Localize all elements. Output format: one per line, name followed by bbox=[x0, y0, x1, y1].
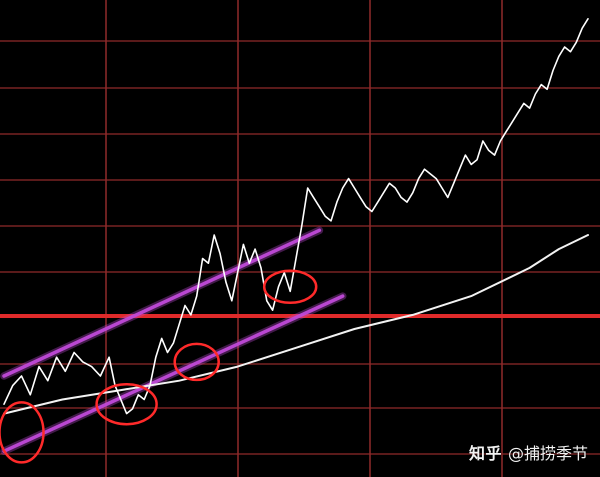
price-line bbox=[3, 17, 589, 415]
annotation-circle-1 bbox=[0, 401, 45, 464]
annotation-circle-4 bbox=[262, 269, 318, 304]
annotation-circle-3 bbox=[173, 342, 220, 382]
watermark-handle: @捕捞季节 bbox=[507, 444, 588, 463]
annotation-circle-2 bbox=[95, 382, 158, 426]
lower-channel-line bbox=[2, 294, 345, 453]
chart-annotations bbox=[0, 269, 318, 464]
watermark: 知乎 @捕捞季节 bbox=[469, 445, 588, 463]
watermark-brand: 知乎 bbox=[468, 444, 502, 463]
upper-channel-line bbox=[2, 228, 322, 378]
moving-average-line bbox=[3, 234, 589, 415]
chart-series bbox=[0, 17, 589, 455]
